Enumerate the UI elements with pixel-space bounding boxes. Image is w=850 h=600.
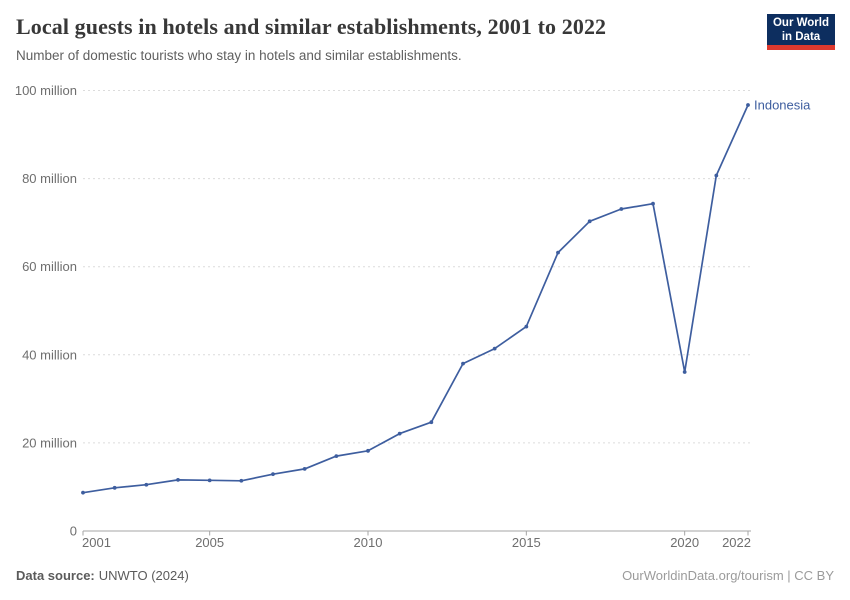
data-point — [746, 103, 750, 107]
data-source-label: Data source: — [16, 568, 95, 583]
data-point — [619, 207, 624, 211]
data-point — [714, 173, 719, 178]
owid-logo: Our World in Data — [767, 14, 835, 50]
data-point — [492, 346, 497, 351]
x-tick-label: 2001 — [82, 535, 111, 550]
data-point — [682, 370, 687, 374]
data-point — [112, 485, 117, 490]
data-point — [429, 420, 434, 425]
data-source-value: UNWTO (2024) — [98, 568, 189, 583]
chart-title: Local guests in hotels and similar estab… — [16, 14, 607, 39]
x-tick-label: 2005 — [195, 535, 224, 550]
chart-subtitle: Number of domestic tourists who stay in … — [16, 48, 462, 63]
data-point — [366, 448, 370, 453]
data-point — [302, 466, 307, 471]
data-line — [82, 104, 749, 494]
data-point — [587, 219, 592, 224]
data-point — [239, 478, 244, 483]
data-point — [397, 431, 402, 436]
data-point — [461, 361, 465, 366]
y-tick-label: 100 million — [15, 83, 77, 98]
x-tick-label: 2020 — [670, 535, 699, 550]
y-tick-label: 40 million — [22, 347, 77, 362]
x-tick-label: 2015 — [512, 535, 541, 550]
data-point — [271, 472, 275, 477]
x-tick-label: 2010 — [354, 535, 383, 550]
chart-footer: Data source: UNWTO (2024) OurWorldinData.… — [16, 568, 834, 583]
y-tick-label: 20 million — [22, 435, 77, 450]
data-point — [334, 454, 339, 459]
x-tick-label: 2022 — [722, 535, 751, 550]
y-tick-label: 60 million — [22, 259, 77, 274]
data-point — [556, 250, 560, 255]
data-point — [81, 490, 85, 495]
credit-link[interactable]: OurWorldinData.org/tourism | CC BY — [622, 568, 834, 583]
data-point — [176, 478, 180, 482]
owid-logo-line1: Our World — [772, 16, 829, 29]
series-label: Indonesia — [754, 98, 811, 113]
owid-logo-line2: in Data — [781, 30, 821, 43]
y-tick-label: 0 — [70, 524, 77, 539]
data-point — [144, 482, 149, 487]
data-source: Data source: UNWTO (2024) — [16, 568, 189, 583]
data-point — [207, 478, 212, 483]
data-point — [524, 324, 529, 329]
y-tick-label: 80 million — [22, 171, 77, 186]
data-point — [651, 201, 655, 206]
